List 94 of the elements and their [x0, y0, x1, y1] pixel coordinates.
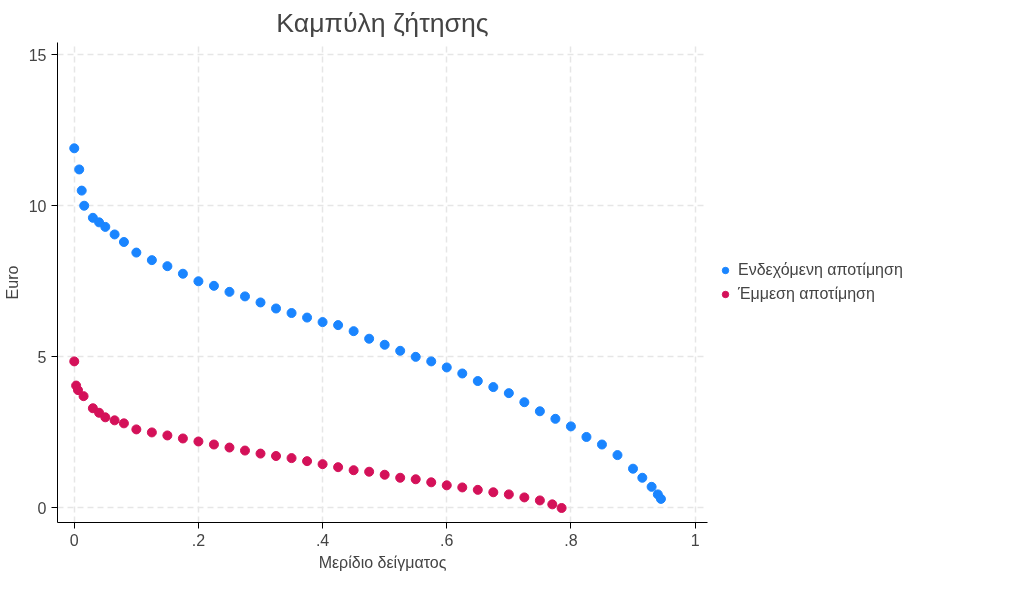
- point: [208, 439, 219, 450]
- point: [79, 200, 90, 211]
- point: [550, 413, 561, 424]
- point: [395, 345, 406, 356]
- point: [488, 487, 499, 498]
- point: [193, 276, 204, 287]
- point: [379, 339, 390, 350]
- point: [457, 368, 468, 379]
- y-tick-label: 5: [37, 348, 47, 366]
- point: [162, 261, 173, 272]
- point: [239, 445, 250, 456]
- x-tick-label: .2: [191, 531, 206, 549]
- point: [534, 495, 545, 506]
- point: [286, 453, 297, 464]
- legend-label: Ενδεχόμενη αποτίμηση: [738, 261, 903, 279]
- point: [581, 431, 592, 442]
- point: [547, 499, 558, 510]
- point: [426, 477, 437, 488]
- point: [628, 463, 638, 474]
- point: [109, 415, 120, 426]
- x-tick-label: .4: [315, 531, 330, 549]
- point: [646, 481, 657, 492]
- point: [519, 492, 530, 503]
- point: [472, 376, 483, 387]
- point: [457, 482, 468, 493]
- point: [146, 427, 157, 438]
- point: [441, 480, 452, 491]
- point: [193, 436, 204, 447]
- point: [177, 268, 188, 279]
- point: [131, 247, 142, 258]
- point: [271, 303, 282, 314]
- point: [78, 391, 89, 402]
- point: [348, 326, 359, 337]
- point: [69, 143, 80, 154]
- point: [208, 280, 219, 291]
- y-axis-title: Euro: [3, 265, 21, 300]
- point: [224, 286, 235, 297]
- point: [410, 474, 421, 485]
- y-tick-label: 10: [28, 197, 47, 215]
- point: [271, 451, 282, 461]
- point: [441, 362, 452, 373]
- point: [100, 412, 111, 423]
- point: [488, 382, 499, 393]
- point: [333, 320, 344, 331]
- chart-title: Καμπύλη ζήτησης: [276, 7, 489, 38]
- point: [302, 312, 313, 323]
- point: [131, 424, 142, 435]
- point: [655, 493, 666, 504]
- point: [472, 484, 483, 495]
- legend-label: Έμμεση αποτίμηση: [738, 285, 875, 303]
- point: [348, 465, 359, 476]
- point: [162, 430, 173, 441]
- x-tick-label: .8: [564, 531, 578, 549]
- x-tick-label: .6: [440, 531, 454, 549]
- x-tick-label: 1: [690, 531, 700, 549]
- point: [146, 255, 157, 266]
- point: [317, 459, 328, 470]
- point: [109, 229, 120, 240]
- point: [100, 221, 111, 232]
- point: [255, 448, 266, 459]
- point: [118, 418, 129, 429]
- point: [239, 291, 250, 302]
- point: [118, 237, 129, 247]
- point: [69, 356, 80, 367]
- point: [87, 212, 98, 223]
- point: [596, 439, 607, 450]
- point: [503, 489, 514, 500]
- point: [286, 308, 297, 319]
- y-tick-label: 15: [28, 46, 47, 64]
- point: [519, 397, 530, 408]
- point: [426, 356, 437, 367]
- point: [317, 317, 328, 328]
- point: [74, 164, 85, 175]
- point: [333, 462, 344, 473]
- point: [364, 466, 375, 477]
- y-tick-label: 0: [37, 499, 47, 517]
- point: [556, 503, 567, 513]
- point: [177, 433, 188, 444]
- point: [534, 406, 545, 417]
- point: [565, 421, 576, 432]
- point: [255, 297, 266, 308]
- x-tick-label: 0: [69, 531, 79, 549]
- point: [364, 333, 375, 344]
- point: [379, 469, 390, 480]
- point: [224, 442, 235, 453]
- point: [72, 385, 83, 396]
- point: [76, 185, 87, 196]
- point: [410, 351, 421, 362]
- point: [637, 472, 648, 483]
- point: [503, 388, 514, 399]
- point: [302, 456, 313, 467]
- x-axis-title: Μερίδιο δείγματος: [318, 553, 447, 571]
- point: [395, 472, 406, 483]
- point: [612, 450, 623, 461]
